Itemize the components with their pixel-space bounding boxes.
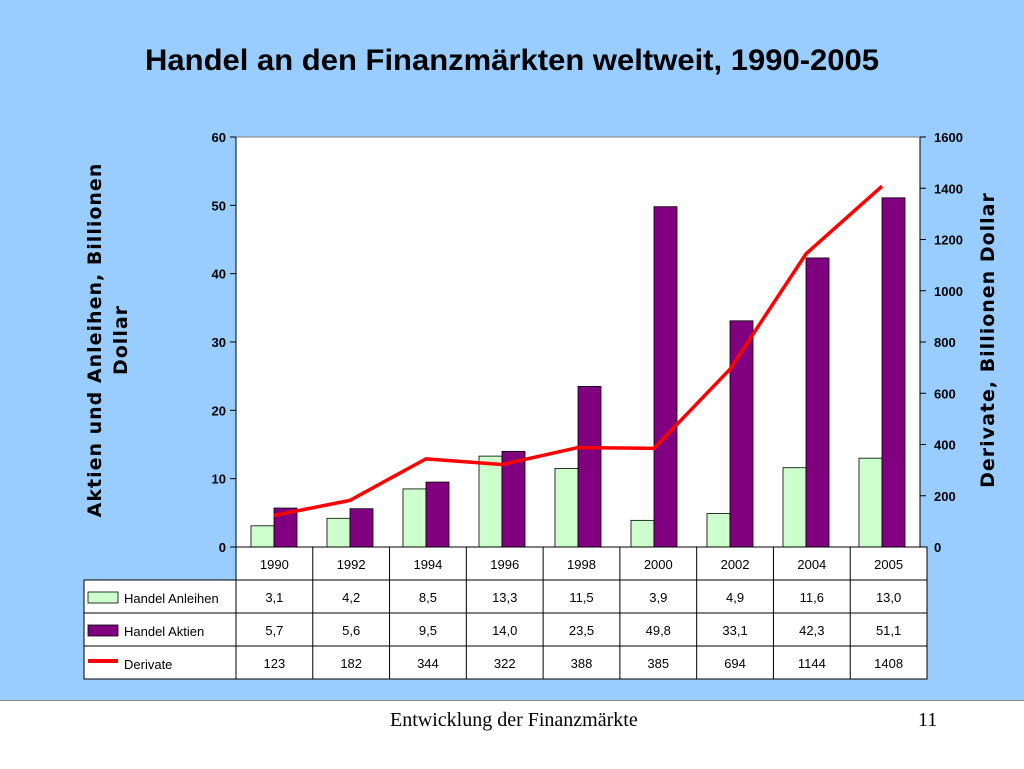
bar-aktien [501, 450, 526, 548]
left-axis-title: Aktien und Anleihen, Billionen Dollar [84, 163, 132, 518]
data-label: 694 [724, 656, 746, 671]
data-table-body [83, 579, 928, 680]
right-tick-label: 200 [934, 489, 956, 504]
data-label: 33,1 [722, 623, 747, 638]
x-category-label: 1990 [260, 557, 289, 572]
legend-label: Handel Aktien [124, 624, 204, 639]
chart-title: Handel an den Finanzmärkten weltweit, 19… [145, 44, 879, 77]
bar-aktien [349, 508, 374, 548]
slide-footer: Entwicklung der Finanzmärkte 11 [0, 700, 1024, 769]
data-label: 42,3 [799, 623, 824, 638]
bar-anleihen [402, 488, 427, 548]
right-tick-label: 0 [934, 540, 941, 555]
data-label: 388 [571, 656, 593, 671]
x-category-label: 1992 [337, 557, 366, 572]
bar-aktien [425, 481, 450, 548]
data-label: 5,7 [265, 623, 283, 638]
bar-anleihen [630, 519, 655, 548]
x-category-label: 2005 [874, 557, 903, 572]
legend-key-anleihen [87, 591, 119, 604]
left-tick-label: 60 [212, 130, 226, 145]
data-label: 385 [647, 656, 669, 671]
right-tick-label: 400 [934, 438, 956, 453]
data-label: 322 [494, 656, 516, 671]
x-category-label: 1994 [413, 557, 442, 572]
right-axis-title: Derivate, Billionen Dollar [977, 192, 999, 488]
x-category-label: 2004 [797, 557, 826, 572]
left-tick-label: 0 [219, 540, 226, 555]
left-tick-label: 40 [212, 267, 226, 282]
data-label: 11,5 [569, 590, 593, 605]
bar-anleihen [782, 467, 807, 548]
data-label: 1144 [798, 656, 826, 671]
data-label: 51,1 [876, 623, 901, 638]
data-label: 13,0 [876, 590, 901, 605]
left-tick-label: 10 [212, 472, 226, 487]
bar-anleihen [706, 513, 731, 548]
left-tick-label: 50 [212, 198, 226, 213]
data-label: 11,6 [800, 590, 824, 605]
right-tick-label: 1200 [934, 233, 963, 248]
legend-label: Derivate [124, 657, 172, 672]
left-axis-title-text: Aktien und Anleihen, Billionen Dollar [84, 163, 132, 518]
x-category-label: 2002 [721, 557, 750, 572]
data-label: 14,0 [492, 623, 517, 638]
left-tick-label: 20 [212, 403, 226, 418]
bar-anleihen [478, 455, 503, 548]
bar-anleihen [554, 468, 579, 548]
data-label: 182 [340, 656, 362, 671]
left-tick-label: 30 [212, 335, 226, 350]
bar-anleihen [858, 457, 883, 548]
right-tick-label: 1600 [934, 130, 963, 145]
data-label: 3,9 [649, 590, 667, 605]
page-number: 11 [918, 709, 938, 731]
data-label: 23,5 [569, 623, 594, 638]
data-label: 8,5 [419, 590, 437, 605]
x-category-label: 2000 [644, 557, 673, 572]
data-label: 4,2 [342, 590, 360, 605]
bar-aktien [653, 206, 678, 548]
x-category-label: 1998 [567, 557, 596, 572]
right-tick-label: 600 [934, 386, 956, 401]
data-label: 13,3 [492, 590, 517, 605]
x-category-label: 1996 [490, 557, 519, 572]
data-label: 5,6 [342, 623, 360, 638]
bar-anleihen [250, 525, 275, 548]
bar-aktien [805, 257, 830, 548]
footer-title: Entwicklung der Finanzmärkte [390, 709, 638, 731]
data-label: 3,1 [265, 590, 283, 605]
data-label: 1408 [874, 656, 903, 671]
bar-anleihen [326, 517, 351, 548]
right-axis-title-text: Derivate, Billionen Dollar [977, 192, 999, 488]
right-tick-label: 800 [934, 335, 956, 350]
bar-aktien [577, 386, 602, 548]
right-tick-label: 1000 [934, 284, 963, 299]
series-line-derivate [273, 184, 884, 518]
data-label: 4,9 [726, 590, 744, 605]
data-label: 9,5 [419, 623, 437, 638]
slide-background: Handel an den Finanzmärkten weltweit, 19… [0, 0, 1024, 700]
bar-aktien [881, 197, 906, 548]
right-tick-label: 1400 [934, 181, 963, 196]
legend-label: Handel Anleihen [124, 591, 219, 606]
data-label: 123 [264, 656, 286, 671]
data-label: 344 [417, 656, 439, 671]
data-label: 49,8 [646, 623, 671, 638]
chart: Handel an den Finanzmärkten weltweit, 19… [83, 44, 999, 680]
legend-key-aktien [87, 624, 119, 637]
